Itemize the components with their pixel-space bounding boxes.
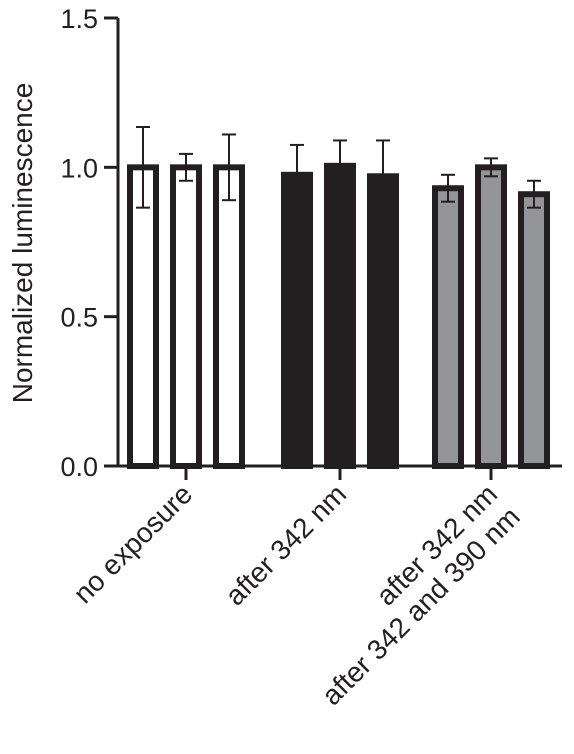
bar-2-2 (324, 162, 356, 469)
category-label-2: after 342 nm (219, 478, 352, 611)
y-tick-label-3: 1.0 (60, 153, 98, 183)
axes: 0.0 0.5 1.0 1.5 (60, 4, 562, 482)
category-label-line-3-2: after 342 and 390 nm (316, 501, 526, 711)
bars-layer (127, 126, 550, 470)
bar-3-3 (518, 191, 550, 469)
bar-3-2 (475, 164, 507, 469)
bar-1-3 (213, 164, 245, 469)
bar-2-3 (367, 173, 399, 469)
category-labels: no exposure after 342 nm after 342 nmafter… (67, 478, 526, 711)
bar-3-1 (432, 185, 464, 470)
bar-1-2 (170, 164, 202, 469)
bar-group-2 (281, 139, 399, 470)
y-tick-label-1: 0.0 (60, 452, 98, 482)
y-axis-title: Normalized luminescence (7, 83, 38, 404)
bar-group-3 (432, 157, 550, 470)
category-label-1: no exposure (67, 478, 198, 609)
bar-2-1 (281, 171, 313, 470)
category-label-line-1-1: no exposure (67, 478, 198, 609)
bar-group-1 (127, 126, 245, 469)
y-tick-label-2: 0.5 (60, 303, 98, 333)
category-label-line-2-1: after 342 nm (219, 478, 352, 611)
bar-1-1 (127, 164, 159, 469)
y-tick-label-4: 1.5 (60, 4, 98, 34)
